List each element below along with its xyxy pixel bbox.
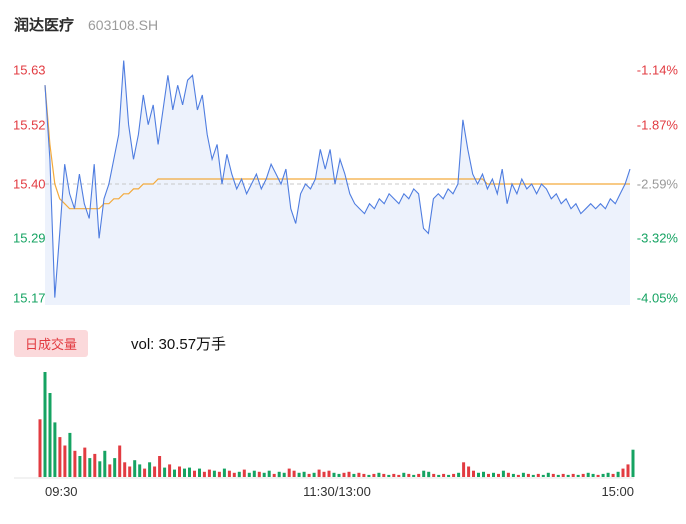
volume-tab[interactable]: 日成交量 bbox=[14, 330, 89, 357]
time-label-midday: 11:30/13:00 bbox=[303, 484, 371, 499]
percent-axis-label: -3.32% bbox=[636, 230, 678, 246]
price-axis-label: 15.52 bbox=[13, 117, 46, 133]
time-label-close: 15:00 bbox=[601, 484, 634, 499]
percent-axis-label: -4.05% bbox=[636, 290, 678, 306]
percent-axis-label: -1.87% bbox=[636, 117, 678, 133]
percent-axis-label: -1.14% bbox=[636, 62, 678, 78]
price-axis-label: 15.63 bbox=[13, 62, 46, 78]
stock-name: 润达医疗 bbox=[14, 17, 75, 34]
header: 润达医疗 603108.SH bbox=[14, 14, 158, 35]
price-axis-label: 15.40 bbox=[13, 176, 46, 192]
price-axis-label: 15.29 bbox=[13, 230, 46, 246]
price-axis-label: 15.17 bbox=[13, 290, 46, 306]
time-label-open: 09:30 bbox=[45, 484, 78, 499]
stock-code: 603108.SH bbox=[88, 17, 159, 33]
volume-readout: vol: 30.57万手 bbox=[131, 336, 227, 353]
percent-axis-label: -2.59% bbox=[636, 176, 678, 192]
